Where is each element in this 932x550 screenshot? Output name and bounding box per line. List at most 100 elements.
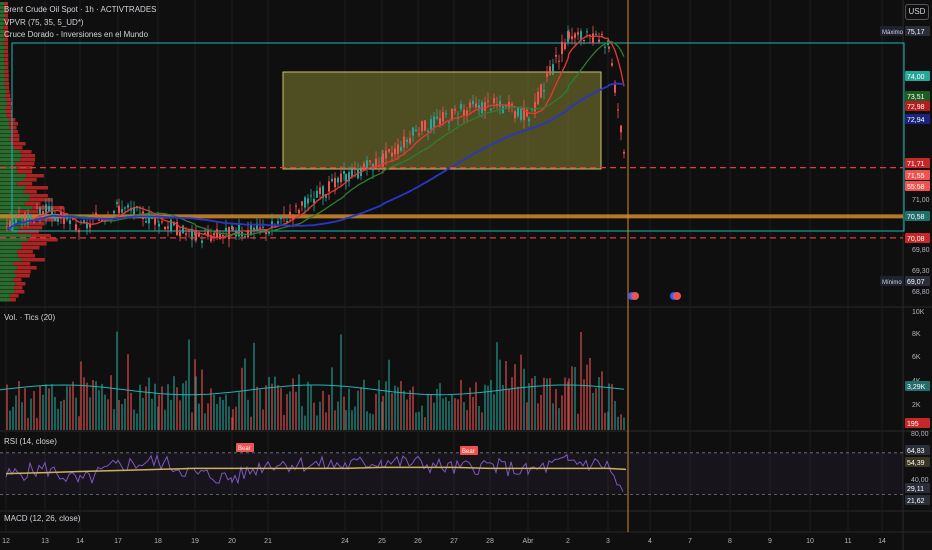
vpvr-bar-up xyxy=(0,242,22,246)
candle-body xyxy=(170,219,172,231)
event-marker-icon xyxy=(631,292,639,300)
volume-bar xyxy=(176,387,178,430)
volume-bar xyxy=(207,403,209,430)
vpvr-bar-up xyxy=(0,86,6,90)
volume-bar xyxy=(403,390,405,430)
vpvr-bar-down xyxy=(14,290,25,294)
candle-body xyxy=(213,232,215,236)
vpvr-bar-down xyxy=(28,198,53,202)
candle-body xyxy=(360,169,362,177)
volume-bar xyxy=(179,400,181,430)
volume-bar xyxy=(48,388,50,430)
vpvr-bar-up xyxy=(0,130,12,134)
vpvr-bar-down xyxy=(5,14,9,18)
volume-bar xyxy=(508,388,510,430)
vpvr-bar-up xyxy=(0,238,28,242)
volume-panel-title[interactable]: Vol. · Tics (20) xyxy=(4,313,56,322)
candle-body xyxy=(571,36,573,40)
vpvr-bar-down xyxy=(27,238,58,242)
vpvr-bar-up xyxy=(0,186,26,190)
vpvr-bar-up xyxy=(0,158,21,162)
candle-body xyxy=(366,160,368,170)
candle-body xyxy=(406,139,408,142)
volume-bar xyxy=(116,331,118,430)
vpvr-bar-up xyxy=(0,106,6,110)
candle-body xyxy=(436,116,438,119)
price-label-box xyxy=(905,101,930,111)
volume-bar xyxy=(568,378,570,430)
volume-bar xyxy=(514,364,516,430)
volume-bar xyxy=(151,398,153,430)
candle-body xyxy=(158,223,160,227)
vpvr-bar-down xyxy=(5,78,9,82)
candle-body xyxy=(63,214,65,225)
candle-body xyxy=(42,211,44,215)
macd-panel-title[interactable]: MACD (12, 26, close) xyxy=(4,514,81,523)
volume-bar xyxy=(388,359,390,430)
time-tick-label: 21 xyxy=(264,538,272,545)
volume-bar xyxy=(167,384,169,430)
volume-bar xyxy=(517,386,519,430)
vpvr-bar-up xyxy=(0,66,6,70)
vpvr-bar-up xyxy=(0,78,6,82)
candle-body xyxy=(427,130,429,132)
time-tick-label: 4 xyxy=(648,538,652,545)
vpvr-legend[interactable]: VPVR (75, 35, 5_UD*) xyxy=(4,18,84,27)
vpvr-bar-down xyxy=(24,202,41,206)
rsi-label-value: 54,39 xyxy=(907,460,925,467)
candle-body xyxy=(286,220,288,223)
rsi-label-value: 21,62 xyxy=(907,498,925,505)
candle-body xyxy=(382,153,384,167)
vpvr-bar-down xyxy=(18,210,39,214)
vpvr-bar-up xyxy=(0,2,5,6)
volume-bar xyxy=(589,358,591,430)
candle-body xyxy=(268,231,270,234)
volume-bar xyxy=(586,364,588,430)
candle-body xyxy=(478,105,480,108)
candle-body xyxy=(118,205,120,214)
currency-button[interactable]: USD xyxy=(905,4,929,20)
volume-bar xyxy=(298,374,300,430)
rsi-panel-title[interactable]: RSI (14, close) xyxy=(4,437,57,446)
vpvr-bar-down xyxy=(13,262,31,266)
volume-profile xyxy=(0,2,64,302)
candle-body xyxy=(555,55,557,57)
candle-body xyxy=(328,181,330,192)
candle-body xyxy=(543,90,545,92)
time-tick-label: 25 xyxy=(378,538,386,545)
candle-body xyxy=(262,226,264,228)
candle-body xyxy=(48,206,50,212)
price-label-value: 71,71 xyxy=(907,161,925,168)
candle-body xyxy=(207,231,209,237)
price-tick-label: 69,80 xyxy=(912,247,930,254)
volume-bar xyxy=(57,408,59,430)
volume-bar xyxy=(561,395,563,430)
vpvr-bar-up xyxy=(0,282,16,286)
vpvr-bar-down xyxy=(12,278,22,282)
candle-body xyxy=(546,73,548,77)
vpvr-bar-up xyxy=(0,154,22,158)
volume-bar xyxy=(552,403,554,430)
rsi-label-box xyxy=(905,445,930,455)
candle-body xyxy=(499,100,501,107)
volume-bar xyxy=(280,387,282,430)
candle-body xyxy=(89,223,91,228)
candle-body xyxy=(145,220,147,223)
price-label-box xyxy=(905,181,930,191)
volume-bar xyxy=(310,384,312,430)
time-tick-label: 14 xyxy=(878,538,886,545)
volume-bar xyxy=(6,384,8,430)
volume-bar xyxy=(95,381,97,430)
volume-bar xyxy=(164,409,166,430)
time-tick-label: 3 xyxy=(606,538,610,545)
volume-ma-line xyxy=(0,384,625,396)
vpvr-bar-down xyxy=(4,58,9,62)
vpvr-bar-down xyxy=(3,42,9,46)
volume-bar xyxy=(430,394,432,430)
indicator-legend[interactable]: Cruce Dorado - Inversiones en el Mundo xyxy=(4,30,149,39)
volume-bar xyxy=(325,412,327,430)
volume-bar xyxy=(63,399,65,430)
candle-body xyxy=(12,222,14,224)
candle-body xyxy=(564,42,566,49)
